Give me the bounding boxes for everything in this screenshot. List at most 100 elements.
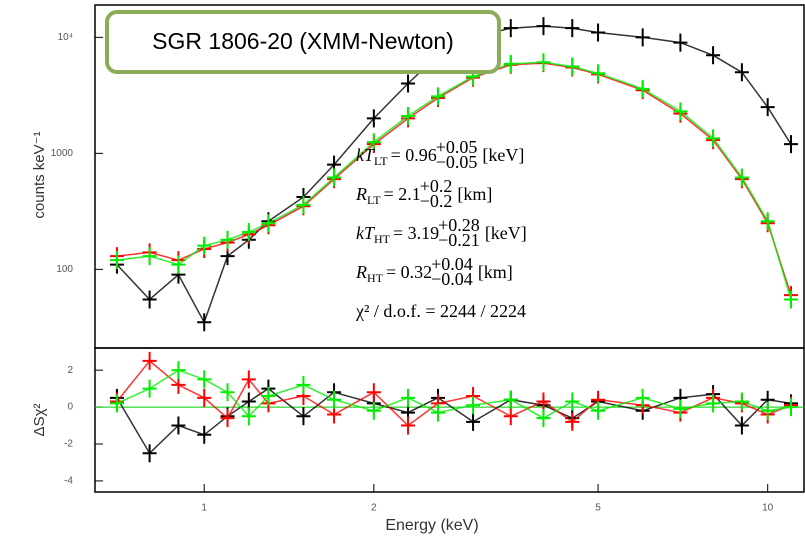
- x-tick-label: 10: [762, 503, 774, 514]
- data-point: [261, 214, 276, 233]
- data-point: [591, 401, 606, 420]
- data-point: [673, 102, 688, 121]
- data-point: [591, 64, 606, 83]
- data-point: [565, 57, 580, 76]
- data-point: [401, 106, 416, 125]
- data-point: [536, 53, 551, 72]
- data-point: [197, 388, 212, 407]
- data-point: [142, 247, 157, 266]
- data-point: [734, 392, 749, 411]
- data-point: [197, 370, 212, 389]
- series-line: [116, 387, 792, 455]
- data-point: [673, 33, 688, 52]
- data-point: [635, 388, 650, 407]
- y-tick-label: -2: [64, 439, 73, 450]
- annotations: SGR 1806-20 (XMM-Newton) kTLT = 0.96 +0.05…: [105, 10, 527, 321]
- param-unit: [km]: [478, 262, 513, 282]
- data-point: [591, 23, 606, 42]
- data-point: [171, 361, 186, 380]
- data-point: [635, 79, 650, 98]
- data-point: [706, 394, 721, 413]
- data-point: [431, 403, 446, 422]
- param-line: kTHT = 3.19: [356, 223, 439, 246]
- data-point: [760, 212, 775, 231]
- param-minus: −0.05: [436, 152, 478, 172]
- param-line: RLT = 2.1: [355, 184, 421, 207]
- data-point: [734, 168, 749, 187]
- data-point: [327, 168, 342, 187]
- param-subscript: LT: [367, 193, 381, 207]
- x-tick-label: 5: [595, 503, 601, 514]
- data-point: [466, 412, 481, 431]
- data-point: [565, 412, 580, 431]
- data-point: [366, 133, 381, 152]
- chart-title: SGR 1806-20 (XMM-Newton): [152, 28, 454, 54]
- data-point: [327, 390, 342, 409]
- data-point: [241, 222, 256, 241]
- data-point: [536, 17, 551, 36]
- data-point: [261, 387, 276, 405]
- data-point: [241, 407, 256, 426]
- data-point: [784, 290, 799, 309]
- param-line: kTLT = 0.96: [356, 145, 437, 168]
- data-point: [171, 255, 186, 274]
- data-point: [536, 409, 551, 428]
- data-point: [241, 370, 256, 389]
- data-point: [142, 444, 157, 463]
- data-point: [197, 425, 212, 444]
- y-tick-label: -4: [64, 476, 73, 487]
- data-point: [565, 19, 580, 38]
- data-point: [109, 251, 124, 270]
- chi-square: χ² / d.o.f. = 2244 / 2224: [355, 301, 526, 321]
- data-point: [431, 87, 446, 106]
- data-point: [171, 416, 186, 435]
- x-axis-label: Energy (keV): [385, 517, 478, 534]
- data-point: [197, 236, 212, 255]
- data-point: [109, 394, 124, 413]
- param-symbol: R: [355, 262, 367, 282]
- y-tick-label: 2: [67, 365, 73, 376]
- y-axis-label: counts keV⁻¹: [31, 131, 48, 218]
- data-point: [401, 416, 416, 435]
- bottom-frame: [94, 347, 805, 493]
- data-point: [734, 63, 749, 82]
- y-axis-label: ΔSχ²: [31, 404, 48, 437]
- param-unit: [km]: [457, 184, 492, 204]
- param-value: = 3.19: [393, 223, 439, 243]
- data-point: [466, 396, 481, 415]
- series-line: [116, 359, 792, 427]
- data-point: [142, 351, 157, 370]
- param-unit: [keV]: [482, 145, 524, 165]
- data-point: [536, 392, 551, 411]
- param-unit: [keV]: [485, 223, 527, 243]
- data-point: [296, 407, 311, 426]
- param-symbol: kT: [356, 145, 376, 165]
- data-point: [706, 46, 721, 65]
- param-subscript: LT: [374, 154, 388, 168]
- param-minus: −0.2: [420, 191, 453, 211]
- y-tick-label: 10⁴: [58, 32, 73, 43]
- data-point: [673, 399, 688, 418]
- data-point: [760, 401, 775, 420]
- data-point: [734, 416, 749, 435]
- param-value: = 0.96: [391, 145, 437, 165]
- data-point: [503, 19, 518, 38]
- data-point: [197, 313, 212, 332]
- data-point: [565, 392, 580, 411]
- data-point: [220, 383, 235, 402]
- param-subscript: HT: [374, 232, 391, 246]
- param-line: RHT = 0.32: [355, 262, 432, 285]
- y-tick-label: 100: [56, 264, 73, 275]
- plot-area: 100 1000 10⁴ 2 0 -2 -4 1 2 5 10: [51, 17, 804, 514]
- param-value: = 2.1: [384, 184, 421, 204]
- title-box: [105, 10, 501, 74]
- data-point: [142, 379, 157, 398]
- data-point: [366, 401, 381, 420]
- data-point: [760, 98, 775, 117]
- data-point: [503, 390, 518, 409]
- data-point: [784, 398, 799, 417]
- y-tick-label: 1000: [51, 148, 74, 159]
- param-value: = 0.32: [386, 262, 432, 282]
- data-point: [635, 28, 650, 47]
- y-tick-label: 0: [67, 402, 73, 413]
